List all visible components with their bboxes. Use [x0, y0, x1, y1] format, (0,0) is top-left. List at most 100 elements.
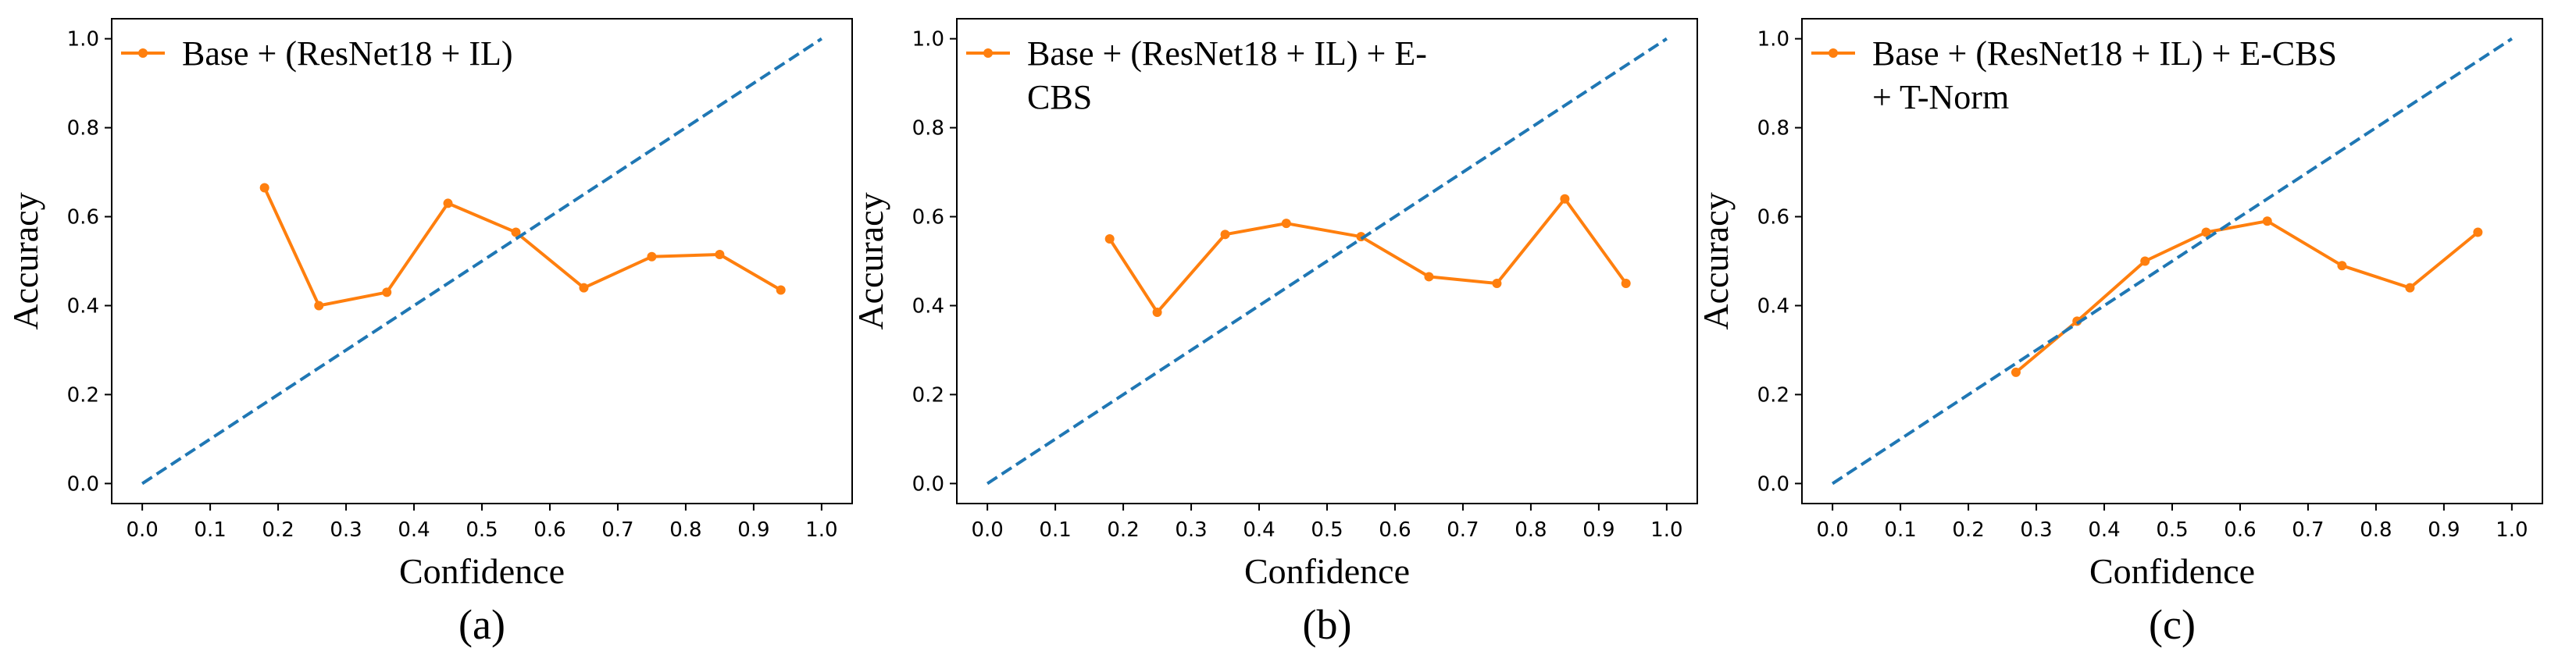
panel-a-data-point: [511, 227, 521, 237]
panel-b-y-tick-label: 0.8: [912, 117, 944, 141]
panel-b-x-tick-label: 0.3: [1175, 518, 1207, 542]
panel-a-data-point: [579, 283, 589, 293]
panel-a-y-tick-label: 0.2: [67, 383, 99, 407]
panel-a-x-tick-label: 0.8: [669, 518, 701, 542]
panel-c-x-tick-label: 0.0: [1816, 518, 1848, 542]
panel-a-data-point: [259, 183, 269, 193]
panel-b-x-tick-label: 0.0: [971, 518, 1003, 542]
panel-b-y-tick-label: 0.2: [912, 383, 944, 407]
panel-b-data-point: [1152, 308, 1162, 318]
panel-a-data-point: [382, 287, 392, 297]
panel-b-x-tick-label: 0.6: [1379, 518, 1411, 542]
panel-a-data-point: [443, 198, 453, 208]
panel-a-y-tick-label: 0.4: [67, 294, 99, 318]
panel-b-x-tick-label: 0.4: [1243, 518, 1275, 542]
panel-a-x-axis-label: Confidence: [399, 551, 565, 591]
panel-b-data-point: [1560, 194, 1570, 204]
panel-c-x-tick-label: 0.9: [2428, 518, 2460, 542]
panel-b-x-tick-label: 1.0: [1650, 518, 1682, 542]
panel-b-x-tick-label: 0.1: [1039, 518, 1071, 542]
panel-a-y-axis-label: Accuracy: [5, 192, 45, 329]
panel-c-series-line: [2014, 219, 2479, 374]
panel-c-chart: 0.0 0.1 0.2 0.3 0.4 0.5 0.6 0.7 0.8 0.9 1.0 0.0 0.2 0…: [1696, 18, 2543, 648]
panel-b-data-point: [1424, 272, 1434, 282]
panel-c-data-point: [2337, 261, 2347, 271]
panel-b-y-tick-label: 0.0: [912, 472, 944, 496]
panel-c-y-tick-label: 0.8: [1757, 117, 1789, 141]
panel-b-legend-label: CBS: [1027, 78, 1092, 116]
panel-a-x-tick-label: 0.6: [533, 518, 566, 542]
panel-a-caption: (a): [458, 601, 505, 648]
panel-a-x-tick-label: 0.3: [330, 518, 362, 542]
panel-b-x-tick-label: 0.9: [1582, 518, 1614, 542]
panel-b-x-tick-label: 0.2: [1107, 518, 1139, 542]
panel-c-y-tick-label: 0.2: [1757, 383, 1789, 407]
panel-a-x-tick-label: 0.0: [126, 518, 158, 542]
panel-c-legend-label: + T-Norm: [1872, 78, 2009, 116]
panel-c-x-tick-label: 0.2: [1952, 518, 1984, 542]
panel-c-caption: (c): [2149, 601, 2196, 648]
panel-c-x-tick-label: 0.8: [2360, 518, 2392, 542]
panel-b-chart: 0.0 0.1 0.2 0.3 0.4 0.5 0.6 0.7 0.8 0.9 1.0 0.0 0.2 0…: [851, 18, 1698, 648]
panel-a-data-point: [647, 251, 657, 262]
panel-c-x-tick-label: 0.6: [2224, 518, 2256, 542]
panel-a-data-point: [776, 285, 786, 295]
panel-c-x-tick-label: 0.7: [2292, 518, 2324, 542]
panel-a-x-tick-label: 0.1: [194, 518, 226, 542]
panel-c-legend-label: Base + (ResNet18 + IL) + E-CBS: [1872, 34, 2337, 73]
panel-a-x-tick-label: 0.9: [737, 518, 769, 542]
panel-b-x-tick-label: 0.8: [1515, 518, 1547, 542]
panel-c-x-tick-label: 1.0: [2496, 518, 2528, 542]
panel-c-x-tick-label: 0.3: [2020, 518, 2052, 542]
panel-b-legend-marker: [983, 48, 993, 58]
panel-a-x-tick-label: 1.0: [805, 518, 837, 542]
panel-b-data-point: [1492, 278, 1502, 288]
panel-a-x-tick-label: 0.7: [601, 518, 633, 542]
panel-c-data-point: [2473, 227, 2483, 237]
panel-a-legend-marker: [138, 48, 148, 58]
panel-c-calibration-diagonal: [1832, 37, 2513, 486]
panel-a-x-tick-label: 0.4: [398, 518, 430, 542]
panel-a-legend-label: Base + (ResNet18 + IL): [182, 34, 513, 73]
panel-c-data-point: [2140, 256, 2150, 266]
panel-a-chart: 0.0 0.1 0.2 0.3 0.4 0.5 0.6 0.7 0.8 0.9 1.0 0.0 0.2 0…: [5, 18, 853, 648]
panel-b-data-point: [1281, 219, 1291, 229]
panel-a-y-tick-label: 0.6: [67, 206, 99, 230]
panel-b-data-point: [1104, 234, 1115, 244]
panel-a-calibration-diagonal: [141, 37, 822, 486]
panel-a-y-tick-label: 0.8: [67, 117, 99, 141]
panel-c-data-point: [2010, 367, 2021, 377]
panel-c-y-tick-label: 0.0: [1757, 472, 1789, 496]
panel-c-y-tick-label: 0.6: [1757, 206, 1789, 230]
panel-c-x-axis-label: Confidence: [2089, 551, 2255, 591]
panel-c-data-point: [2405, 283, 2415, 293]
panel-b-y-tick-label: 1.0: [912, 28, 944, 52]
panel-c-data-point: [2201, 227, 2211, 237]
panel-c-y-axis-label: Accuracy: [1696, 192, 1736, 329]
panel-a-data-point: [715, 249, 725, 259]
panel-c-x-tick-label: 0.1: [1884, 518, 1916, 542]
panel-a-x-tick-label: 0.5: [466, 518, 498, 542]
panel-a-x-tick-label: 0.2: [262, 518, 294, 542]
panel-b-y-axis-label: Accuracy: [851, 192, 890, 329]
panel-b-y-tick-label: 0.6: [912, 206, 944, 230]
panel-b-x-axis-label: Confidence: [1244, 551, 1410, 591]
panel-a-data-point: [314, 301, 324, 311]
panel-c-data-point: [2262, 216, 2272, 226]
panel-b-x-tick-label: 0.7: [1447, 518, 1479, 542]
panel-b-data-point: [1220, 230, 1230, 240]
panel-b-y-tick-label: 0.4: [912, 294, 944, 318]
panel-a-y-tick-label: 1.0: [67, 28, 99, 52]
panel-b-legend-label: Base + (ResNet18 + IL) + E-: [1027, 34, 1427, 73]
panel-c-y-tick-label: 1.0: [1757, 28, 1789, 52]
panel-b-x-tick-label: 0.5: [1311, 518, 1343, 542]
panel-c-x-tick-label: 0.4: [2088, 518, 2120, 542]
panel-c-y-tick-label: 0.4: [1757, 294, 1789, 318]
panel-a-y-tick-label: 0.0: [67, 472, 99, 496]
panel-b-caption: (b): [1303, 601, 1352, 648]
panel-c-x-tick-label: 0.5: [2156, 518, 2188, 542]
panel-b-calibration-diagonal: [987, 37, 1668, 486]
panel-c-legend-marker: [1829, 48, 1838, 58]
panel-b-data-point: [1621, 278, 1631, 288]
